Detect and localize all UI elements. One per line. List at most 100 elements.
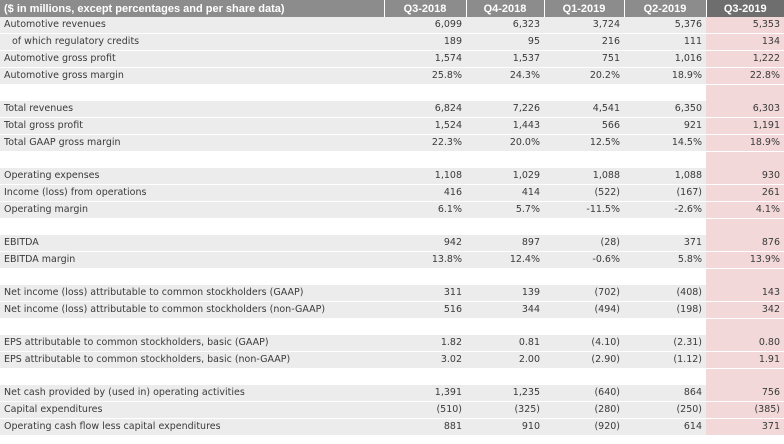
table-row: Operating cash flow less capital expendi… <box>0 418 784 436</box>
cell-value: 881 <box>384 418 466 436</box>
cell-value: 5.7% <box>466 201 544 219</box>
cell-value: 5,376 <box>624 17 706 34</box>
table-row: Total gross profit 1,524 1,443 566 921 1… <box>0 117 784 135</box>
cell-value: 1.82 <box>384 335 466 352</box>
row-label: Operating margin <box>0 201 384 219</box>
table-row: EBITDA 942 897 (28) 371 876 <box>0 235 784 252</box>
cell-value: 25.8% <box>384 67 466 85</box>
cell-value: (408) <box>624 285 706 302</box>
cell-value: 311 <box>384 285 466 302</box>
column-header: Q1-2019 <box>544 0 625 17</box>
table-row: Automotive gross margin 25.8% 24.3% 20.2… <box>0 67 784 85</box>
cell-value: 20.0% <box>466 134 544 152</box>
cell-value: 20.2% <box>544 67 624 85</box>
cell-value: 910 <box>466 418 544 436</box>
column-header: Q2-2019 <box>624 0 707 17</box>
table-row: Income (loss) from operations 416 414 (5… <box>0 184 784 202</box>
row-label: Net cash provided by (used in) operating… <box>0 385 384 402</box>
cell-value: -0.6% <box>544 251 624 269</box>
cell-value: 3,724 <box>544 17 624 34</box>
table-row: Net income (loss) attributable to common… <box>0 285 784 302</box>
row-label: Total gross profit <box>0 117 384 135</box>
cell-value: (640) <box>544 385 624 402</box>
cell-value: 344 <box>466 301 544 319</box>
cell-value: 3.02 <box>384 351 466 369</box>
row-label: Total GAAP gross margin <box>0 134 384 152</box>
cell-value-current: 4.1% <box>706 201 784 219</box>
cell-value: 614 <box>624 418 706 436</box>
spacer-row <box>0 84 784 101</box>
cell-value: (198) <box>624 301 706 319</box>
row-label: EPS attributable to common stockholders,… <box>0 335 384 352</box>
cell-value: (2.90) <box>544 351 624 369</box>
cell-value: (250) <box>624 401 706 419</box>
cell-value: 416 <box>384 184 466 202</box>
cell-value: 864 <box>624 385 706 402</box>
table-row: Total revenues 6,824 7,226 4,541 6,350 6… <box>0 101 784 118</box>
cell-value-current: 371 <box>706 418 784 436</box>
cell-value: 139 <box>466 285 544 302</box>
cell-value: 2.00 <box>466 351 544 369</box>
cell-value: 1,443 <box>466 117 544 135</box>
table-row: Automotive gross profit 1,574 1,537 751 … <box>0 50 784 68</box>
row-label: EBITDA margin <box>0 251 384 269</box>
cell-value: (167) <box>624 184 706 202</box>
cell-value-current: 876 <box>706 235 784 252</box>
cell-value-current: 13.9% <box>706 251 784 269</box>
cell-value: (325) <box>466 401 544 419</box>
table-row: Capital expenditures (510) (325) (280) (… <box>0 401 784 419</box>
cell-value-current: 756 <box>706 385 784 402</box>
table-row: EBITDA margin 13.8% 12.4% -0.6% 5.8% 13.… <box>0 251 784 269</box>
cell-value: 921 <box>624 117 706 135</box>
cell-value: (280) <box>544 401 624 419</box>
cell-value: (702) <box>544 285 624 302</box>
row-label: Automotive gross profit <box>0 50 384 68</box>
cell-value: 1,391 <box>384 385 466 402</box>
cell-value: -2.6% <box>624 201 706 219</box>
cell-value: 14.5% <box>624 134 706 152</box>
table-row: EPS attributable to common stockholders,… <box>0 351 784 369</box>
table-row: Net cash provided by (used in) operating… <box>0 385 784 402</box>
spacer-row <box>0 318 784 335</box>
cell-value: (28) <box>544 235 624 252</box>
cell-value: 942 <box>384 235 466 252</box>
table-row: EPS attributable to common stockholders,… <box>0 335 784 352</box>
row-label: of which regulatory credits <box>0 33 384 51</box>
cell-value-current: 5,353 <box>706 17 784 34</box>
cell-value: 1,088 <box>624 168 706 185</box>
row-label: Income (loss) from operations <box>0 184 384 202</box>
table-row: Automotive revenues 6,099 6,323 3,724 5,… <box>0 17 784 34</box>
table-row: of which regulatory credits 189 95 216 1… <box>0 33 784 51</box>
cell-value: 189 <box>384 33 466 51</box>
cell-value: 13.8% <box>384 251 466 269</box>
row-label: Operating cash flow less capital expendi… <box>0 418 384 436</box>
cell-value: 1,537 <box>466 50 544 68</box>
cell-value-current: 18.9% <box>706 134 784 152</box>
spacer-row <box>0 368 784 385</box>
cell-value: (4.10) <box>544 335 624 352</box>
cell-value-current: 22.8% <box>706 67 784 85</box>
table-row: Operating expenses 1,108 1,029 1,088 1,0… <box>0 168 784 185</box>
cell-value: (920) <box>544 418 624 436</box>
cell-value-current: 143 <box>706 285 784 302</box>
cell-value: 1,574 <box>384 50 466 68</box>
column-header-current-quarter: Q3-2019 <box>706 0 784 17</box>
cell-value: 6,824 <box>384 101 466 118</box>
cell-value: (2.31) <box>624 335 706 352</box>
row-label: Total revenues <box>0 101 384 118</box>
row-label: Operating expenses <box>0 168 384 185</box>
cell-value-current: 0.80 <box>706 335 784 352</box>
cell-value: 1,524 <box>384 117 466 135</box>
cell-value-current: 6,303 <box>706 101 784 118</box>
cell-value: 5.8% <box>624 251 706 269</box>
cell-value-current: 342 <box>706 301 784 319</box>
table-row: Total GAAP gross margin 22.3% 20.0% 12.5… <box>0 134 784 152</box>
spacer-row <box>0 151 784 168</box>
cell-value: 897 <box>466 235 544 252</box>
cell-value: 1,108 <box>384 168 466 185</box>
cell-value-current: 134 <box>706 33 784 51</box>
cell-value: 1,029 <box>466 168 544 185</box>
cell-value: 6,099 <box>384 17 466 34</box>
cell-value: 18.9% <box>624 67 706 85</box>
cell-value: 751 <box>544 50 624 68</box>
